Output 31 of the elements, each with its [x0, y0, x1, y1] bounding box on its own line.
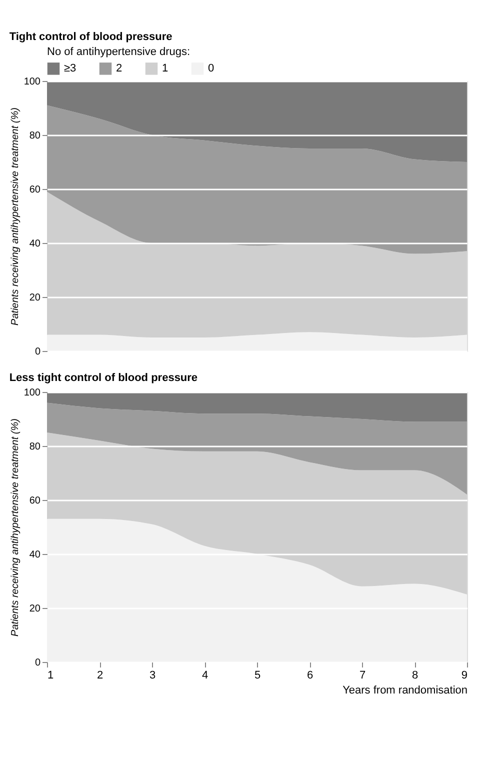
y-tick-label: 80 — [29, 130, 41, 142]
x-axis-title: Years from randomisation — [342, 684, 468, 696]
legend-label: ≥3 — [64, 62, 76, 75]
y-tick-label: 60 — [29, 184, 41, 196]
y-tick-label: 20 — [29, 604, 41, 614]
y-axis-title: Patients receiving antihypertensive treatment (%) — [10, 418, 21, 636]
x-tick-label: 3 — [149, 670, 156, 682]
x-tick-label: 1 — [48, 670, 54, 682]
legend-title: No of antihypertensive drugs: — [47, 46, 190, 58]
y-tick-label: 100 — [24, 76, 41, 88]
chart-title: Tight control of blood pressure — [9, 31, 172, 43]
y-tick-label: 0 — [34, 658, 41, 668]
legend-label: 0 — [208, 62, 214, 75]
x-tick-label: 7 — [359, 670, 366, 682]
x-tick-label: 5 — [254, 670, 261, 682]
y-tick-label: 40 — [29, 550, 41, 560]
y-axis-title: Patients receiving antihypertensive treatment (%) — [10, 108, 21, 326]
x-tick-label: 2 — [96, 670, 104, 682]
legend-label: 2 — [116, 62, 122, 75]
x-tick-label: 8 — [412, 670, 418, 682]
y-tick-label: 100 — [24, 388, 41, 398]
y-tick-label: 40 — [29, 238, 41, 250]
legend-label: 1 — [162, 62, 168, 75]
y-tick-label: 0 — [34, 346, 41, 358]
y-tick-label: 20 — [29, 292, 41, 304]
x-tick-label: 9 — [461, 670, 468, 682]
chart-title: Less tight control of blood pressure — [9, 372, 198, 384]
x-tick-label: 4 — [202, 670, 208, 682]
y-tick-label: 80 — [29, 442, 41, 452]
y-tick-label: 60 — [29, 496, 41, 506]
x-tick-label: 6 — [306, 670, 314, 682]
